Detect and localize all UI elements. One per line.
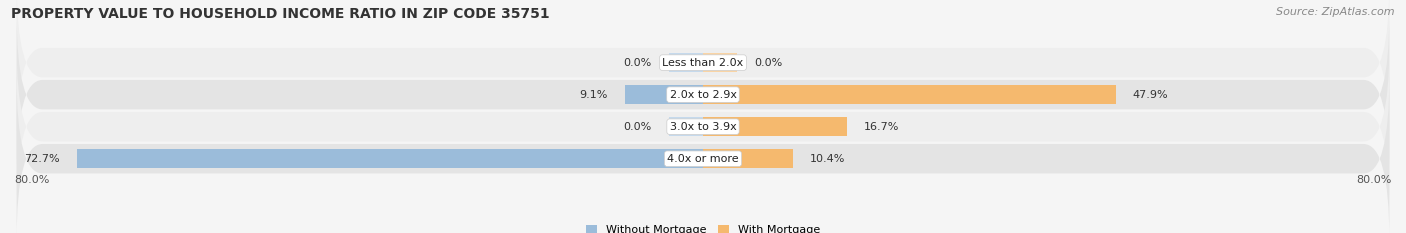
FancyBboxPatch shape [17,0,1389,144]
Text: 16.7%: 16.7% [865,122,900,132]
Bar [703,149,793,168]
Text: 0.0%: 0.0% [623,58,651,68]
Bar [669,53,703,72]
Text: 80.0%: 80.0% [1357,175,1392,185]
Legend: Without Mortgage, With Mortgage: Without Mortgage, With Mortgage [582,221,824,233]
Bar [703,53,738,72]
Bar [703,85,1115,104]
Text: 47.9%: 47.9% [1133,90,1168,100]
Text: 9.1%: 9.1% [579,90,607,100]
Text: 2.0x to 2.9x: 2.0x to 2.9x [669,90,737,100]
FancyBboxPatch shape [17,77,1389,233]
FancyBboxPatch shape [17,45,1389,208]
Bar [669,117,703,136]
Text: 0.0%: 0.0% [623,122,651,132]
Text: 4.0x or more: 4.0x or more [668,154,738,164]
Bar [624,85,703,104]
Bar [703,117,846,136]
Text: PROPERTY VALUE TO HOUSEHOLD INCOME RATIO IN ZIP CODE 35751: PROPERTY VALUE TO HOUSEHOLD INCOME RATIO… [11,7,550,21]
Text: 0.0%: 0.0% [755,58,783,68]
Text: 10.4%: 10.4% [810,154,845,164]
Text: Less than 2.0x: Less than 2.0x [662,58,744,68]
FancyBboxPatch shape [17,13,1389,176]
Text: 72.7%: 72.7% [24,154,59,164]
Text: Source: ZipAtlas.com: Source: ZipAtlas.com [1277,7,1395,17]
Text: 80.0%: 80.0% [14,175,49,185]
Bar [77,149,703,168]
Text: 3.0x to 3.9x: 3.0x to 3.9x [669,122,737,132]
